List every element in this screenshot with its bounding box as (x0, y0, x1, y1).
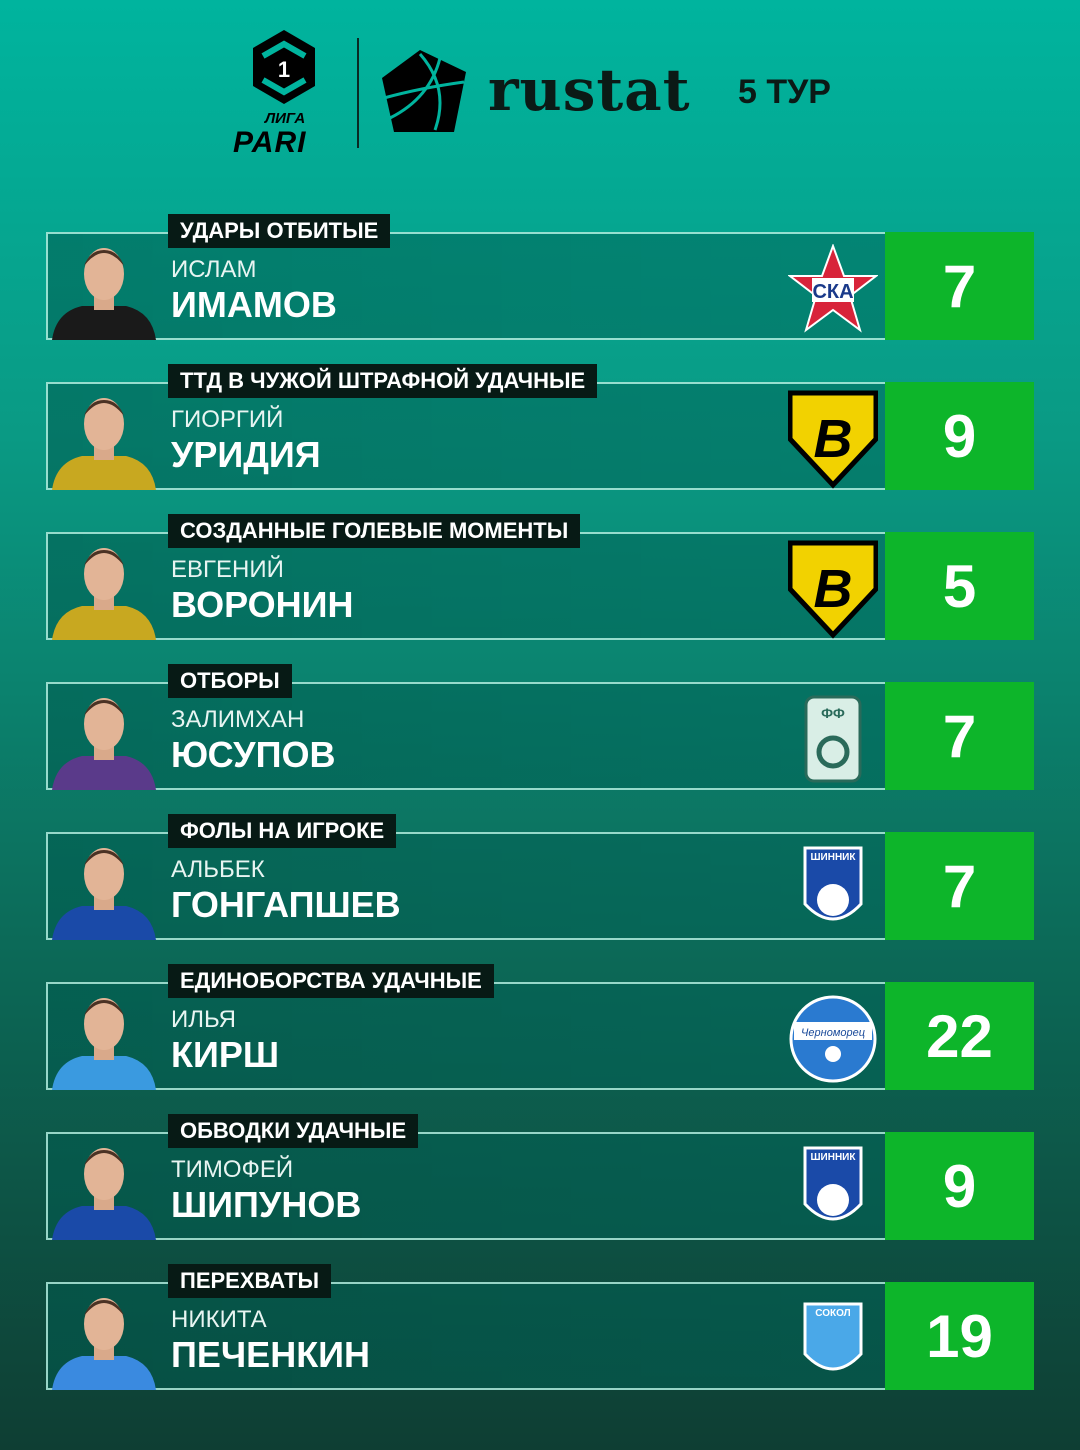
player-card: АЛЬБЕК ГОНГАПШЕВ ШИННИК (46, 832, 885, 940)
stat-category: ТТД В ЧУЖОЙ ШТРАФНОЙ УДАЧНЫЕ (168, 364, 598, 398)
svg-text:ФФ: ФФ (821, 705, 845, 721)
player-last-name: ВОРОНИН (171, 584, 354, 625)
stat-category: СОЗДАННЫЕ ГОЛЕВЫЕ МОМЕНТЫ (168, 514, 581, 548)
player-last-name: ПЕЧЕНКИН (171, 1334, 371, 1375)
player-first-name: ЕВГЕНИЙ (171, 556, 284, 583)
player-first-name: НИКИТА (171, 1306, 267, 1333)
stat-value: 5 (885, 532, 1034, 640)
stat-category: ФОЛЫ НА ИГРОКЕ (168, 814, 397, 848)
stat-row: ЕВГЕНИЙ ВОРОНИН B СОЗДАННЫЕ ГОЛЕВЫЕ МОМЕ… (46, 514, 1034, 640)
svg-text:B: B (814, 559, 853, 619)
player-photo (52, 698, 156, 790)
player-first-name: ЗАЛИМХАН (171, 706, 305, 733)
player-first-name: АЛЬБЕК (171, 856, 265, 883)
stat-row: ТИМОФЕЙ ШИПУНОВ ШИННИК ОБВОДКИ УДАЧНЫЕ 9 (46, 1114, 1034, 1240)
player-photo (52, 998, 156, 1090)
svg-text:B: B (814, 409, 853, 469)
stat-value: 9 (885, 382, 1034, 490)
stat-category: ЕДИНОБОРСТВА УДАЧНЫЕ (168, 964, 494, 998)
header-divider (357, 38, 359, 148)
player-last-name: ШИПУНОВ (171, 1184, 362, 1225)
player-last-name: ИМАМОВ (171, 284, 337, 325)
stat-category: УДАРЫ ОТБИТЫЕ (168, 214, 391, 248)
brand-name: rustat (488, 56, 691, 124)
player-card: ЗАЛИМХАН ЮСУПОВ ФФ (46, 682, 885, 790)
header: 1 ЛИГА PARI rustat 5 ТУР (0, 28, 1080, 159)
stat-value: 22 (885, 982, 1034, 1090)
player-photo (52, 248, 156, 340)
svg-text:1: 1 (278, 57, 290, 82)
stat-row: ГИОРГИЙ УРИДИЯ B ТТД В ЧУЖОЙ ШТРАФНОЙ УД… (46, 364, 1034, 490)
rustat-pentagon-logo (382, 50, 466, 132)
stat-value: 9 (885, 1132, 1034, 1240)
stat-row: НИКИТА ПЕЧЕНКИН СОКОЛ ПЕРЕХВАТЫ 19 (46, 1264, 1034, 1390)
player-photo (52, 848, 156, 940)
stat-row: АЛЬБЕК ГОНГАПШЕВ ШИННИК ФОЛЫ НА ИГРОКЕ 7 (46, 814, 1034, 940)
player-first-name: ИСЛАМ (171, 256, 257, 283)
player-first-name: ТИМОФЕЙ (171, 1156, 294, 1183)
club-logo: ФФ (788, 694, 878, 784)
svg-text:Черноморец: Черноморец (801, 1027, 865, 1039)
svg-text:СОКОЛ: СОКОЛ (815, 1308, 850, 1319)
player-card: ИЛЬЯ КИРШ Черноморец (46, 982, 885, 1090)
player-photo (52, 1148, 156, 1240)
club-logo: ШИННИК (788, 1144, 878, 1234)
player-first-name: ГИОРГИЙ (171, 406, 284, 433)
stat-value: 7 (885, 682, 1034, 790)
club-logo: Черноморец (788, 994, 878, 1084)
player-last-name: КИРШ (171, 1034, 280, 1075)
player-card: ЕВГЕНИЙ ВОРОНИН B (46, 532, 885, 640)
player-last-name: УРИДИЯ (171, 434, 321, 475)
stat-value: 19 (885, 1282, 1034, 1390)
player-card: ГИОРГИЙ УРИДИЯ B (46, 382, 885, 490)
stat-row: ИЛЬЯ КИРШ Черноморец ЕДИНОБОРСТВА УДАЧНЫ… (46, 964, 1034, 1090)
player-photo (52, 1298, 156, 1390)
svg-text:ШИННИК: ШИННИК (811, 1152, 857, 1163)
club-logo: B (788, 390, 878, 489)
player-card: ТИМОФЕЙ ШИПУНОВ ШИННИК (46, 1132, 885, 1240)
club-logo: ШИННИК (788, 844, 878, 934)
player-photo (52, 548, 156, 640)
stat-category: ОБВОДКИ УДАЧНЫЕ (168, 1114, 419, 1148)
player-first-name: ИЛЬЯ (171, 1006, 237, 1033)
player-card: ИСЛАМ ИМАМОВ СКА (46, 232, 885, 340)
liga-pari-logo: 1 ЛИГА PARI (233, 28, 335, 159)
club-logo: СКА (788, 244, 878, 334)
stat-value: 7 (885, 832, 1034, 940)
svg-text:СКА: СКА (812, 281, 853, 303)
stat-row: ЗАЛИМХАН ЮСУПОВ ФФ ОТБОРЫ 7 (46, 664, 1034, 790)
player-last-name: ГОНГАПШЕВ (171, 884, 401, 925)
round-label: 5 ТУР (738, 73, 831, 111)
stat-category: ОТБОРЫ (168, 664, 292, 698)
stat-category: ПЕРЕХВАТЫ (168, 1264, 332, 1298)
player-last-name: ЮСУПОВ (171, 734, 336, 775)
club-logo: СОКОЛ (788, 1294, 878, 1384)
stat-value: 7 (885, 232, 1034, 340)
club-logo: B (788, 540, 878, 639)
svg-text:ШИННИК: ШИННИК (811, 852, 857, 863)
player-photo (52, 398, 156, 490)
player-card: НИКИТА ПЕЧЕНКИН СОКОЛ (46, 1282, 885, 1390)
stat-row: ИСЛАМ ИМАМОВ СКА УДАРЫ ОТБИТЫЕ 7 (46, 214, 1034, 340)
